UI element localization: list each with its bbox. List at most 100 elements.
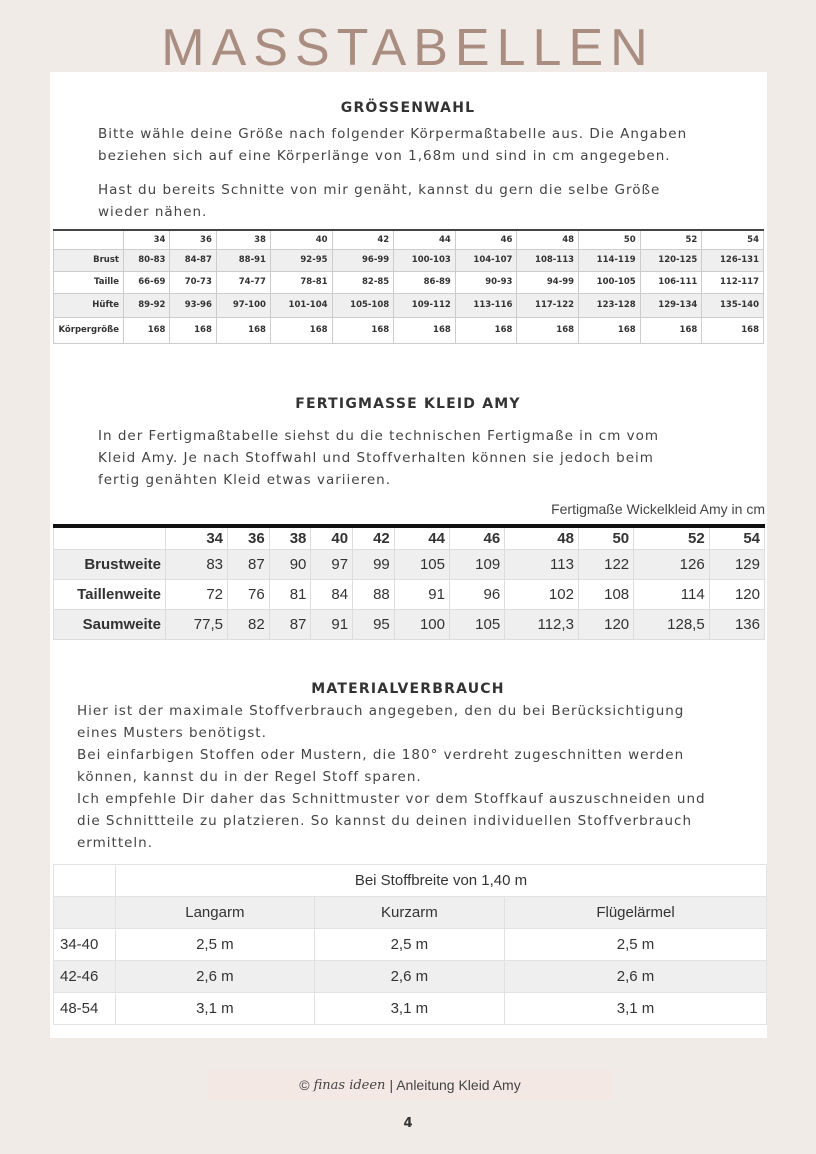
sleeve-type-header: Flügelärmel xyxy=(504,896,767,929)
value-cell: 2,6 m xyxy=(504,960,767,993)
value-cell: 82 xyxy=(227,608,270,640)
value-cell: 100-105 xyxy=(578,270,641,294)
value-cell: 129-134 xyxy=(639,292,703,318)
value-cell: 92-95 xyxy=(269,248,333,272)
fabric-consumption-table: Bei Stoffbreite von 1,40 m Langarm Kurzarm… xyxy=(53,864,767,1025)
value-cell: 86-89 xyxy=(393,270,456,294)
value-cell: 109-112 xyxy=(393,292,456,318)
value-cell: 2,5 m xyxy=(313,928,506,961)
row-label: Brust xyxy=(53,248,124,272)
row-label: Taille xyxy=(53,270,124,294)
fertigmasse-text: In der Fertigmaßtabelle siehst du die te… xyxy=(98,425,659,491)
value-cell: 108-113 xyxy=(516,248,580,272)
value-cell: 120 xyxy=(708,578,766,610)
size-header: 42 xyxy=(331,229,395,250)
value-cell: 2,6 m xyxy=(313,960,506,993)
value-cell: 104-107 xyxy=(454,248,518,272)
value-cell: 87 xyxy=(227,548,270,580)
value-cell: 2,6 m xyxy=(115,960,315,993)
value-cell: 83 xyxy=(165,548,228,580)
value-cell: 168 xyxy=(215,316,271,344)
body-measurement-table: 34 36 38 40 42 44 46 48 50 52 54 Brust 80-83 84-87 88-… xyxy=(53,229,764,344)
corner-cell xyxy=(53,525,166,550)
value-cell: 87 xyxy=(268,608,312,640)
materialverbrauch-text: Hier ist der maximale Stoffverbrauch ang… xyxy=(77,700,706,854)
section-heading-materialverbrauch: MATERIALVERBRAUCH xyxy=(311,681,505,697)
value-cell: 113-116 xyxy=(454,292,518,318)
size-header: 38 xyxy=(215,229,271,250)
value-cell: 168 xyxy=(269,316,333,344)
sleeve-type-header: Langarm xyxy=(115,896,315,929)
size-header: 50 xyxy=(578,229,641,250)
value-cell: 168 xyxy=(516,316,580,344)
section-heading-fertigmasse: FERTIGMASSE KLEID AMY xyxy=(295,396,521,412)
value-cell: 3,1 m xyxy=(504,992,767,1025)
value-cell: 77,5 xyxy=(165,608,228,640)
value-cell: 168 xyxy=(578,316,641,344)
value-cell: 89-92 xyxy=(122,292,171,318)
fabric-width-header: Bei Stoffbreite von 1,40 m xyxy=(115,864,767,897)
size-header: 38 xyxy=(268,525,312,550)
corner-cell xyxy=(53,896,116,929)
value-cell: 82-85 xyxy=(331,270,395,294)
corner-cell xyxy=(53,864,116,897)
size-header: 46 xyxy=(448,525,506,550)
page-title: MASSTABELLEN xyxy=(161,19,655,77)
section-heading-groessenwahl: GRÖSSENWAHL xyxy=(340,100,476,116)
value-cell: 97 xyxy=(310,548,354,580)
value-cell: 114 xyxy=(633,578,710,610)
value-cell: 105-108 xyxy=(331,292,395,318)
value-cell: 90 xyxy=(268,548,312,580)
size-header: 52 xyxy=(639,229,703,250)
value-cell: 70-73 xyxy=(169,270,217,294)
value-cell: 101-104 xyxy=(269,292,333,318)
page-number: 4 xyxy=(403,1116,413,1131)
value-cell: 128,5 xyxy=(633,608,710,640)
size-header: 50 xyxy=(577,525,635,550)
size-header: 48 xyxy=(504,525,579,550)
sleeve-type-header: Kurzarm xyxy=(313,896,506,929)
table-row: Brust 80-83 84-87 88-91 92-95 96-99 100-103 104… xyxy=(53,248,764,272)
size-header: 46 xyxy=(454,229,518,250)
value-cell: 100-103 xyxy=(393,248,456,272)
value-cell: 93-96 xyxy=(169,292,217,318)
text-line: Bei einfarbigen Stoffen oder Mustern, di… xyxy=(77,747,685,763)
value-cell: 91 xyxy=(310,608,354,640)
corner-cell xyxy=(53,229,124,250)
value-cell: 106-111 xyxy=(639,270,703,294)
size-header: 40 xyxy=(310,525,354,550)
value-cell: 136 xyxy=(708,608,766,640)
table-row: Brustweite 83 87 90 97 99 105 109 113 122 126 129 xyxy=(53,548,766,580)
row-label: Taillenweite xyxy=(53,578,166,610)
value-cell: 122 xyxy=(577,548,635,580)
text-line: eines Musters benötigst. xyxy=(77,725,267,741)
value-cell: 88 xyxy=(352,578,395,610)
value-cell: 112-117 xyxy=(701,270,764,294)
text-line: Bitte wähle deine Größe nach folgender K… xyxy=(98,126,688,142)
value-cell: 120 xyxy=(577,608,635,640)
value-cell: 74-77 xyxy=(215,270,271,294)
value-cell: 168 xyxy=(701,316,764,344)
value-cell: 135-140 xyxy=(701,292,764,318)
value-cell: 117-122 xyxy=(516,292,580,318)
table-row: Saumweite 77,5 82 87 91 95 100 105 112,3 120 128,5… xyxy=(53,608,766,640)
size-header: 44 xyxy=(393,525,450,550)
value-cell: 100 xyxy=(393,608,450,640)
table-row: Hüfte 89-92 93-96 97-100 101-104 105-108 109-1… xyxy=(53,292,764,318)
value-cell: 94-99 xyxy=(516,270,580,294)
text-line: Ich empfehle Dir daher das Schnittmuster… xyxy=(77,791,706,807)
size-header: 40 xyxy=(269,229,333,250)
value-cell: 3,1 m xyxy=(115,992,315,1025)
size-range-label: 48-54 xyxy=(53,992,116,1025)
text-line: die Schnittteile zu platzieren. So kanns… xyxy=(77,813,693,829)
table-row: 34 36 38 40 42 44 46 48 50 52 54 xyxy=(53,229,764,250)
size-header: 54 xyxy=(708,525,766,550)
value-cell: 109 xyxy=(448,548,506,580)
value-cell: 66-69 xyxy=(122,270,171,294)
value-cell: 168 xyxy=(169,316,217,344)
value-cell: 96-99 xyxy=(331,248,395,272)
text-line: Kleid Amy. Je nach Stoffwahl und Stoffve… xyxy=(98,450,654,466)
value-cell: 126-131 xyxy=(701,248,764,272)
value-cell: 105 xyxy=(448,608,506,640)
value-cell: 105 xyxy=(393,548,450,580)
